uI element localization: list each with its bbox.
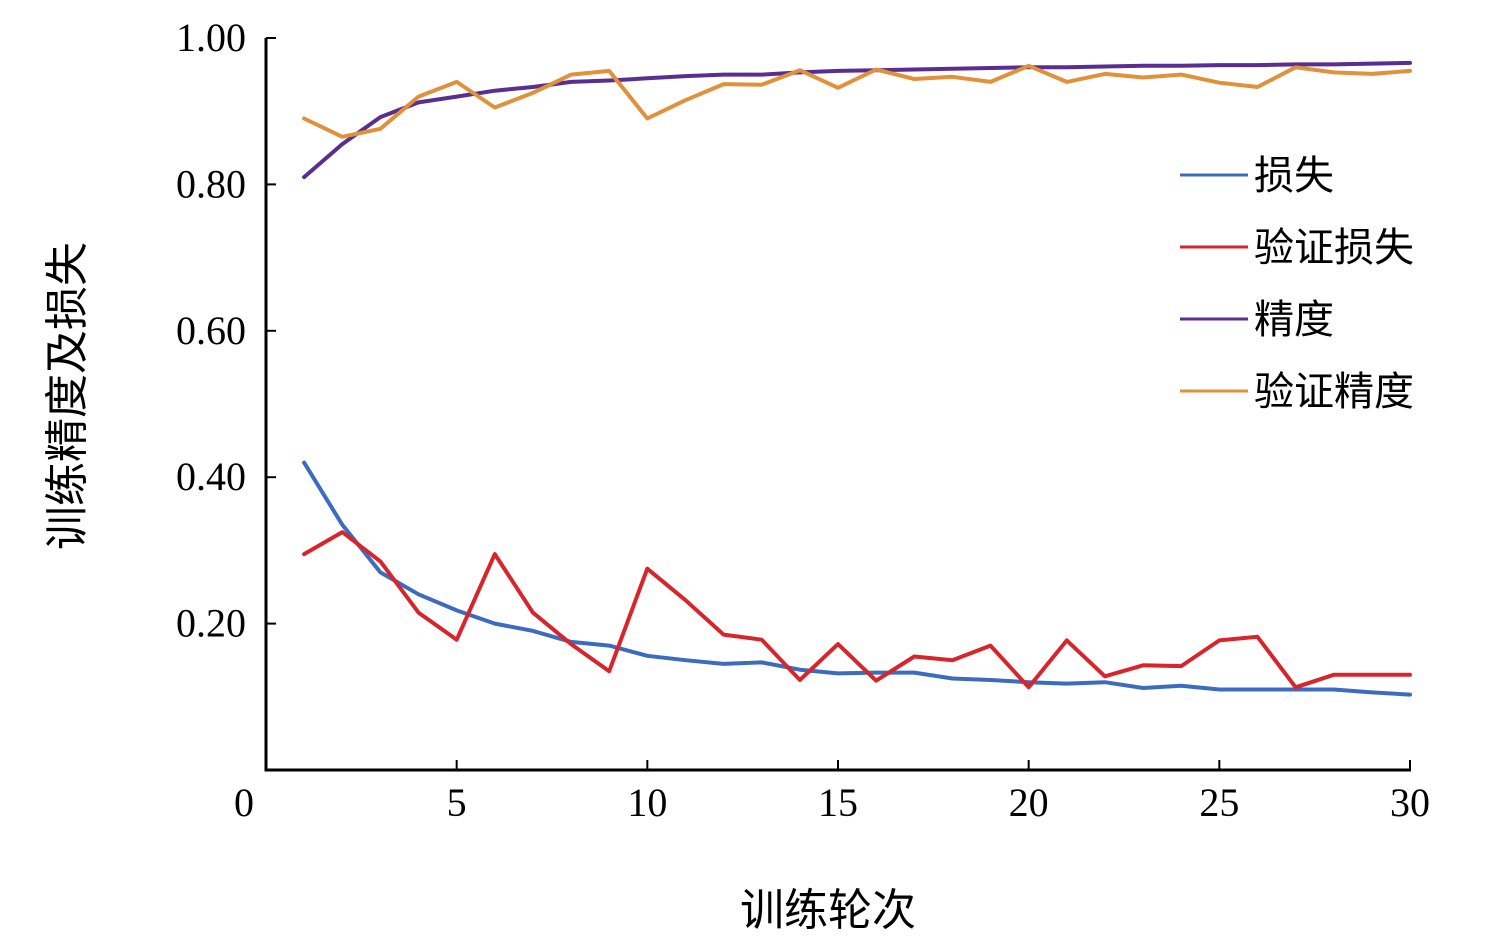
series-line-1 bbox=[302, 530, 1412, 690]
x-tick-label: 15 bbox=[818, 780, 858, 825]
x-tick-label: 5 bbox=[447, 780, 467, 825]
x-tick-label: 20 bbox=[1009, 780, 1049, 825]
series-line-2 bbox=[302, 60, 1412, 180]
series-line-0 bbox=[302, 460, 1412, 697]
y-tick-label: 1.00 bbox=[176, 15, 246, 60]
legend-label-3: 验证精度 bbox=[1254, 369, 1414, 415]
y-axis-title: 训练精度及损失 bbox=[42, 242, 93, 550]
series-lines bbox=[302, 60, 1412, 697]
legend-label-2: 精度 bbox=[1254, 297, 1334, 343]
x-tick-label: 0 bbox=[234, 780, 254, 825]
x-tick-label: 30 bbox=[1390, 780, 1430, 825]
x-axis-ticks: 0 5 10 15 20 25 30 bbox=[234, 760, 1430, 825]
legend-label-1: 验证损失 bbox=[1254, 225, 1414, 271]
y-axis-ticks: 0.20 0.40 0.60 0.80 1.00 bbox=[176, 15, 276, 646]
x-tick-label: 25 bbox=[1199, 780, 1239, 825]
y-tick-label: 0.60 bbox=[176, 308, 246, 353]
series-line-3 bbox=[302, 63, 1412, 139]
y-tick-label: 0.80 bbox=[176, 161, 246, 206]
legend-label-0: 损失 bbox=[1254, 153, 1334, 199]
x-tick-label: 10 bbox=[627, 780, 667, 825]
x-axis-title: 训练轮次 bbox=[740, 885, 916, 936]
y-tick-label: 0.20 bbox=[176, 601, 246, 646]
y-tick-label: 0.40 bbox=[176, 454, 246, 499]
